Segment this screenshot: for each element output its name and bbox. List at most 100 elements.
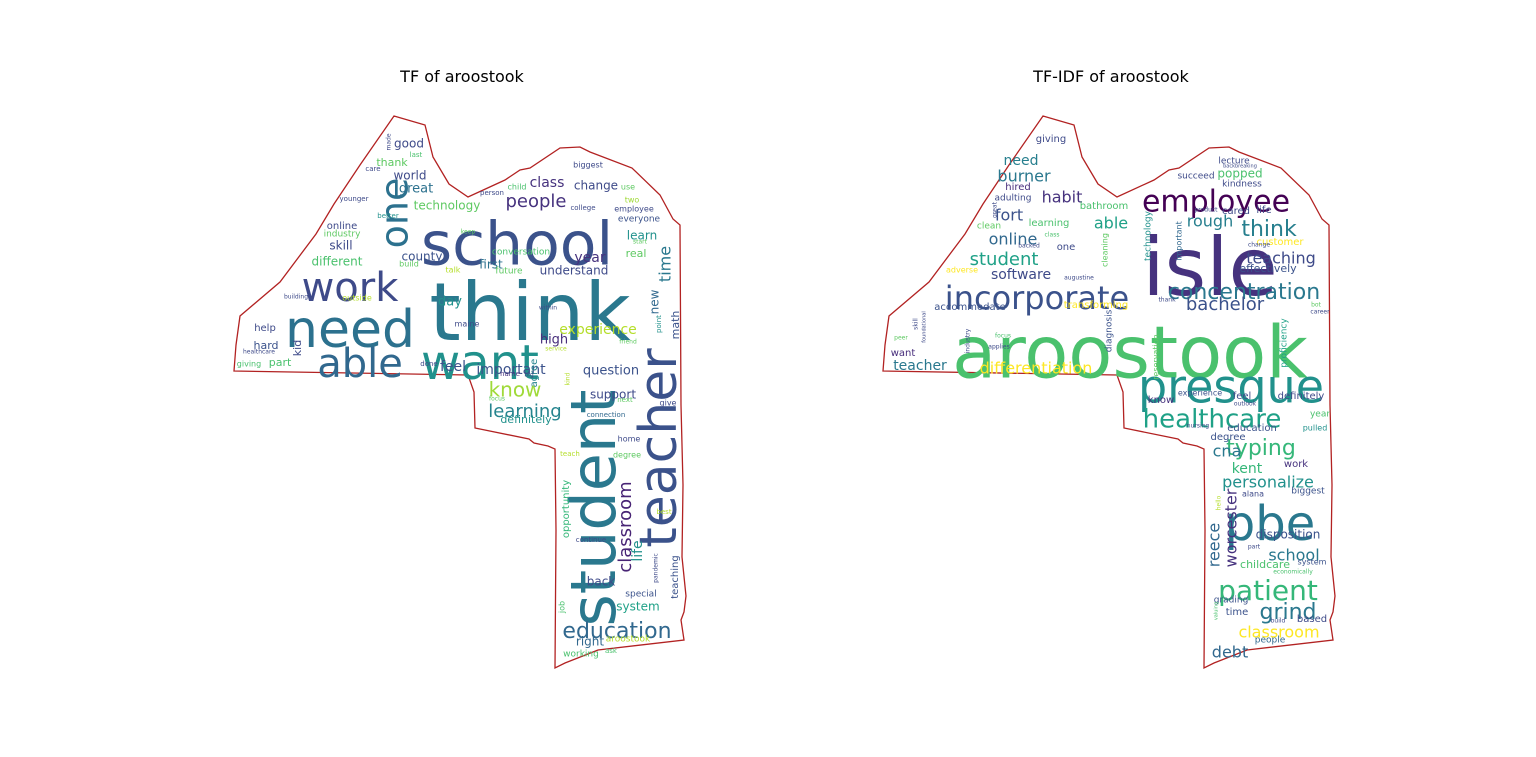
word-last: last [410, 151, 423, 159]
word-experience: experience [559, 322, 637, 338]
word-pulled: pulled [1303, 424, 1328, 433]
word-disposition: disposition [1256, 528, 1321, 542]
word-learn: learn [627, 229, 657, 243]
word-child: child [508, 183, 527, 192]
word-think: think [429, 266, 631, 359]
word-industry: industry [324, 230, 362, 240]
word-class: class [1045, 232, 1060, 239]
word-giving: giving [1036, 134, 1067, 145]
word-part: part [269, 356, 292, 369]
word-thank: thank [376, 156, 408, 169]
word-teacher: teacher [893, 358, 947, 374]
word-one: one [373, 178, 417, 249]
word-degree: degree [1210, 432, 1245, 443]
word-year: year [574, 250, 605, 266]
word-understand: understand [540, 264, 609, 278]
word-college: college [570, 204, 595, 212]
word-cared: cared [1222, 206, 1250, 217]
panel-title-tf: TF of aroostook [400, 67, 524, 86]
word-augustine: augustine [1064, 275, 1094, 282]
word-kent: kent [1232, 461, 1263, 477]
word-hello: hello [1216, 495, 1223, 510]
word-life: life [630, 540, 646, 561]
word-hard: hard [253, 339, 278, 352]
word-part: part [1248, 544, 1261, 551]
word-online: online [327, 221, 358, 232]
word-feel: feel [440, 359, 466, 375]
word-new: new [648, 289, 662, 314]
word-peer: peer [894, 335, 908, 342]
word-focus: focus [995, 333, 1011, 340]
word-maine: maine [455, 320, 480, 329]
word-give: give [660, 399, 677, 408]
word-employee: employee [1142, 185, 1290, 220]
word-change: change [574, 179, 618, 193]
word-life: life [1256, 205, 1271, 216]
word-conversation: conversation [492, 248, 550, 258]
word-system: system [1298, 558, 1327, 567]
word-biggest: biggest [573, 161, 603, 170]
word-lecture: lecture [1218, 157, 1250, 167]
word-patient: patient [1218, 574, 1318, 607]
word-student: student [557, 389, 630, 626]
word-people: people [505, 191, 566, 212]
word-customer: customer [1256, 237, 1304, 248]
word-grind: grind [1259, 600, 1316, 625]
word-great: great [399, 182, 433, 197]
word-job: job [558, 601, 567, 614]
word-keep: keep [461, 229, 476, 236]
word-agree: agree [529, 359, 540, 388]
word-within: within [539, 305, 557, 312]
word-succeed: succeed [1177, 172, 1214, 182]
word-reservation: reservation [1152, 334, 1161, 379]
word-future: future [495, 267, 523, 277]
word-big: big [524, 372, 533, 379]
word-giving: giving [237, 360, 261, 369]
word-alana: alana [1242, 490, 1264, 499]
word-done: done [420, 360, 437, 368]
word-pandemic: pandemic [653, 553, 660, 583]
word-everyone: everyone [618, 215, 661, 225]
word-thank: thank [1158, 297, 1176, 304]
word-software: software [991, 267, 1051, 283]
word-focus: focus [489, 396, 505, 403]
word-applies: applies [988, 344, 1009, 351]
word-need: need [1004, 153, 1039, 169]
word-backed: backed [1018, 243, 1040, 250]
word-teacher: teacher [629, 348, 689, 548]
word-definitely: definitely [500, 413, 552, 426]
word-incorporate: incorporate [945, 279, 1129, 317]
word-definitely: definitely [1278, 391, 1325, 402]
word-healthcare: healthcare [1143, 405, 1282, 435]
word-childcare: childcare [1240, 558, 1290, 571]
word-degree: degree [613, 451, 641, 460]
word-biggest: biggest [1291, 487, 1325, 497]
word-education: education [1227, 423, 1277, 434]
county-outline-left [233, 115, 687, 670]
word-good: good [394, 137, 424, 151]
word-math: math [669, 311, 682, 340]
word-learning: learning [488, 401, 561, 422]
word-day: day [438, 295, 462, 310]
word-teaching: teaching [1246, 249, 1316, 268]
word-build: build [399, 260, 419, 269]
word-bachelor: bachelor [1186, 294, 1265, 315]
word-valuing: valuing [1214, 602, 1220, 620]
word-differentiation: differentiation [980, 359, 1093, 378]
word-right: right [576, 635, 604, 649]
word-friend: friend [619, 339, 637, 346]
word-classroom: classroom [615, 481, 636, 572]
word-want: want [891, 348, 916, 359]
word-year: year [1310, 410, 1330, 420]
word-able: able [317, 341, 403, 387]
word-grading: grading [1214, 596, 1249, 606]
word-talk: talk [446, 266, 461, 275]
word-different: different [312, 255, 363, 269]
word-high: high [540, 333, 568, 348]
word-best: best [656, 508, 671, 516]
word-concentration: concentration [1168, 280, 1320, 305]
word-school: school [421, 210, 613, 280]
word-one: one [1057, 242, 1076, 253]
word-home: home [618, 435, 641, 444]
